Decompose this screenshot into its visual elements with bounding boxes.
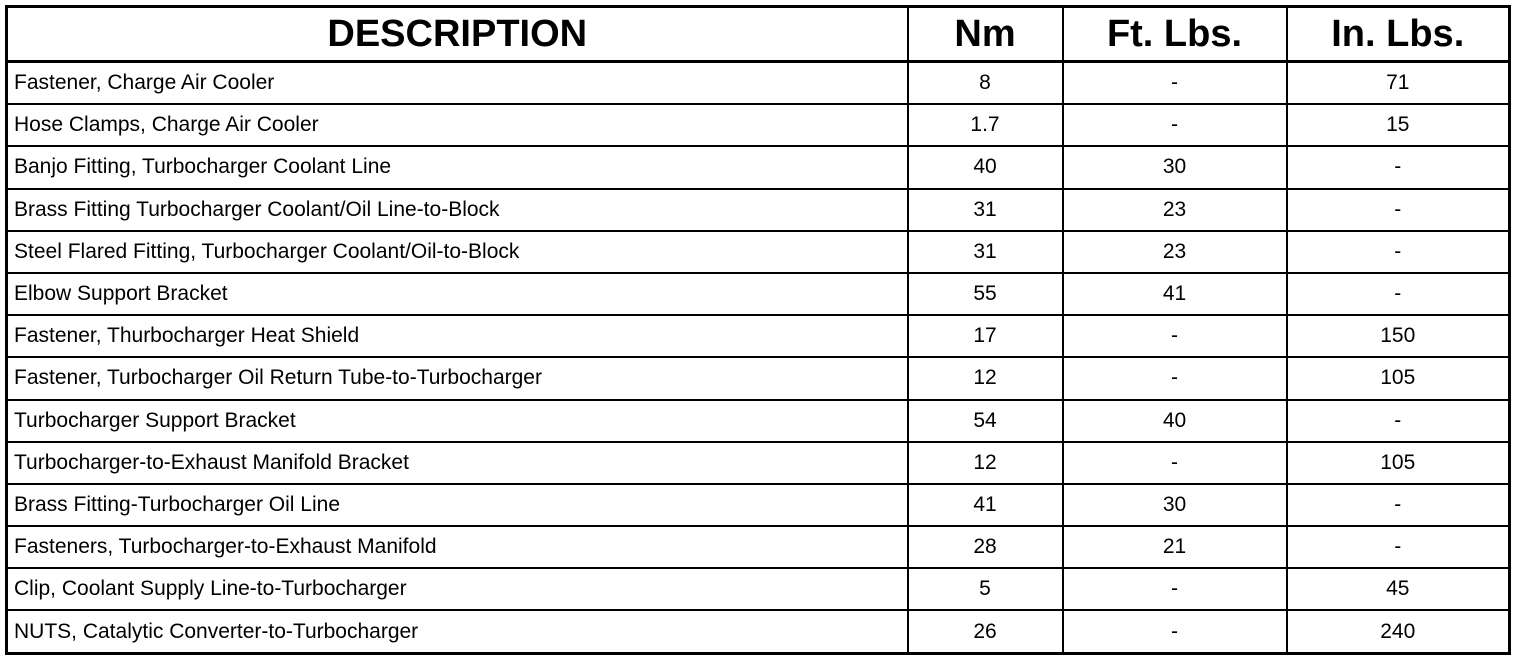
cell-ft-lbs: 23 (1061, 187, 1288, 232)
cell-description: Brass Fitting-Turbocharger Oil Line (5, 482, 909, 528)
table-row: Fasteners, Turbocharger-to-Exhaust Manif… (5, 525, 1511, 570)
cell-in-lbs: 71 (1285, 60, 1511, 106)
table-row: Fastener, Charge Air Cooler 8-71 (5, 60, 1511, 106)
cell-in-lbs: - (1285, 187, 1511, 232)
cell-description: Banjo Fitting, Turbocharger Coolant Line (5, 145, 909, 190)
cell-nm: 41 (906, 482, 1064, 528)
cell-nm: 31 (906, 229, 1064, 274)
cell-in-lbs: 105 (1285, 440, 1511, 485)
table-row: Fastener, Thurbocharger Heat Shield 17-15… (5, 314, 1511, 359)
cell-ft-lbs: - (1061, 60, 1288, 106)
cell-nm: 5 (906, 567, 1064, 612)
cell-description: Hose Clamps, Charge Air Cooler (5, 103, 909, 148)
cell-in-lbs: - (1285, 271, 1511, 317)
cell-description: Fastener, Charge Air Cooler (5, 60, 909, 106)
table-body: Fastener, Charge Air Cooler 8-71 Hose Clam… (5, 60, 1511, 655)
cell-in-lbs: - (1285, 525, 1511, 570)
cell-description: Fasteners, Turbocharger-to-Exhaust Manif… (5, 525, 909, 570)
cell-in-lbs: - (1285, 398, 1511, 443)
cell-ft-lbs: 21 (1061, 525, 1288, 570)
table-row: Fastener, Turbocharger Oil Return Tube-t… (5, 356, 1511, 401)
header-ft-lbs: Ft. Lbs. (1061, 5, 1288, 63)
table-row: Hose Clamps, Charge Air Cooler 1.7-15 (5, 103, 1511, 148)
table-row: Brass Fitting Turbocharger Coolant/Oil L… (5, 187, 1511, 232)
table-row: Steel Flared Fitting, Turbocharger Coola… (5, 229, 1511, 274)
cell-ft-lbs: - (1061, 567, 1288, 612)
cell-ft-lbs: - (1061, 356, 1288, 401)
cell-nm: 31 (906, 187, 1064, 232)
cell-description: Elbow Support Bracket (5, 271, 909, 317)
cell-nm: 28 (906, 525, 1064, 570)
cell-in-lbs: - (1285, 229, 1511, 274)
cell-nm: 40 (906, 145, 1064, 190)
header-description: DESCRIPTION (5, 5, 909, 63)
table-row: Brass Fitting-Turbocharger Oil Line 41 30- (5, 482, 1511, 528)
cell-ft-lbs: - (1061, 440, 1288, 485)
cell-description: Turbocharger-to-Exhaust Manifold Bracket (5, 440, 909, 485)
table-row: Banjo Fitting, Turbocharger Coolant Line… (5, 145, 1511, 190)
cell-nm: 26 (906, 609, 1064, 655)
cell-nm: 17 (906, 314, 1064, 359)
cell-in-lbs: 15 (1285, 103, 1511, 148)
cell-ft-lbs: 23 (1061, 229, 1288, 274)
cell-ft-lbs: - (1061, 609, 1288, 655)
cell-in-lbs: - (1285, 482, 1511, 528)
cell-ft-lbs: 40 (1061, 398, 1288, 443)
cell-ft-lbs: - (1061, 103, 1288, 148)
cell-description: Fastener, Turbocharger Oil Return Tube-t… (5, 356, 909, 401)
cell-in-lbs: - (1285, 145, 1511, 190)
cell-nm: 12 (906, 356, 1064, 401)
cell-nm: 54 (906, 398, 1064, 443)
cell-description: Steel Flared Fitting, Turbocharger Coola… (5, 229, 909, 274)
table-row: Elbow Support Bracket 55 41- (5, 271, 1511, 317)
cell-ft-lbs: - (1061, 314, 1288, 359)
cell-ft-lbs: 41 (1061, 271, 1288, 317)
cell-in-lbs: 105 (1285, 356, 1511, 401)
table-row: NUTS, Catalytic Converter-to-Turbocharge… (5, 609, 1511, 655)
cell-description: Clip, Coolant Supply Line-to-Turbocharge… (5, 567, 909, 612)
header-nm: Nm (906, 5, 1064, 63)
cell-nm: 8 (906, 60, 1064, 106)
table-row: Clip, Coolant Supply Line-to-Turbocharge… (5, 567, 1511, 612)
header-row: DESCRIPTION Nm Ft. Lbs. In. Lbs. (5, 5, 1511, 63)
cell-in-lbs: 150 (1285, 314, 1511, 359)
cell-nm: 55 (906, 271, 1064, 317)
cell-description: Brass Fitting Turbocharger Coolant/Oil L… (5, 187, 909, 232)
table-row: Turbocharger-to-Exhaust Manifold Bracket… (5, 440, 1511, 485)
cell-description: Fastener, Thurbocharger Heat Shield (5, 314, 909, 359)
table-row: Turbocharger Support Bracket 54 40- (5, 398, 1511, 443)
cell-nm: 1.7 (906, 103, 1064, 148)
header-in-lbs: In. Lbs. (1285, 5, 1511, 63)
torque-spec-table: DESCRIPTION Nm Ft. Lbs. In. Lbs. Fastene… (5, 5, 1511, 655)
cell-description: NUTS, Catalytic Converter-to-Turbocharge… (5, 609, 909, 655)
cell-nm: 12 (906, 440, 1064, 485)
cell-ft-lbs: 30 (1061, 482, 1288, 528)
cell-description: Turbocharger Support Bracket (5, 398, 909, 443)
cell-in-lbs: 240 (1285, 609, 1511, 655)
cell-ft-lbs: 30 (1061, 145, 1288, 190)
cell-in-lbs: 45 (1285, 567, 1511, 612)
